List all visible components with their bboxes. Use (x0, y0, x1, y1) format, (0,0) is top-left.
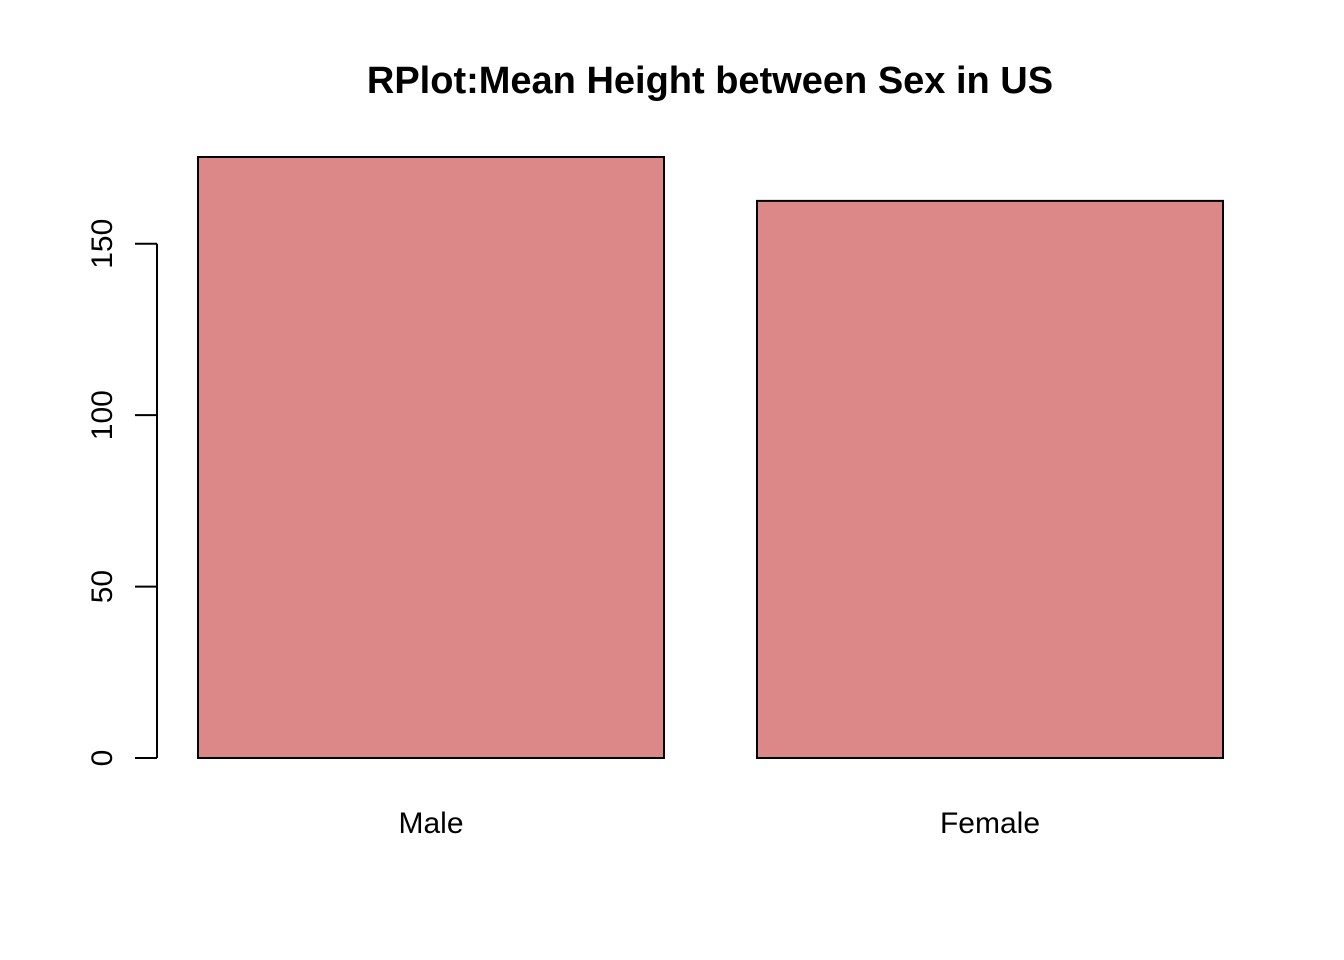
x-axis-labels: Male Female (398, 807, 1040, 840)
bar-female (756, 199, 1224, 760)
x-tick-label: Female (940, 807, 1040, 840)
y-tick-label: 0 (86, 750, 119, 767)
x-tick-label: Male (398, 807, 463, 840)
y-tick-label: 100 (86, 390, 119, 440)
bar-male (197, 156, 665, 759)
chart-title: RPlot:Mean Height between Sex in US (367, 60, 1053, 102)
y-tick-label: 50 (86, 570, 119, 603)
y-tick-label: 150 (86, 219, 119, 269)
bars (197, 156, 1224, 760)
y-axis: 0 50 100 150 (86, 219, 158, 767)
